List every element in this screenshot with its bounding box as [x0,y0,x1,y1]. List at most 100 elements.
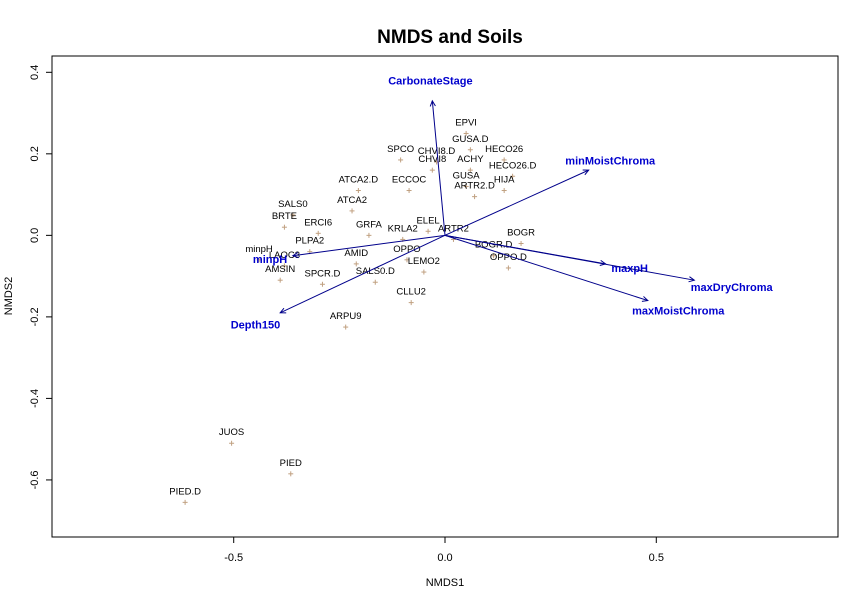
site-point [429,167,435,173]
vector-arrow [444,234,649,302]
vector-arrow [444,169,590,236]
site-point [281,224,287,230]
site-point [315,230,321,236]
site-point [510,173,516,179]
site-label: SPCR.D [304,268,340,279]
site-label: ATCA2 [337,195,367,206]
site-point [408,300,414,306]
vector-label: minpH [253,254,287,266]
site-point [472,194,478,200]
site-label: OPPO [393,244,420,255]
site-label: ERCI6 [304,217,332,228]
site-label: GUSA [453,170,481,181]
y-axis: -0.6 -0.4 -0.2 0.0 0.2 0.4 [29,65,52,489]
site-point [491,253,497,259]
site-label: LEMO2 [408,256,440,267]
site-point [288,471,294,477]
site-point [349,208,355,214]
x-axis-label: NMDS1 [426,577,465,589]
y-tick-label: -0.4 [29,389,41,408]
site-label: KRLA2 [388,223,418,234]
site-label: BOGR.D [475,240,513,251]
vector-arrow [444,234,696,283]
site-point [366,232,372,238]
vector-arrow [279,234,446,314]
site-points [182,130,524,505]
vector-label: CarbonateStage [388,76,472,88]
site-label: SPCO [387,144,414,155]
site-label: PIED.D [169,486,201,497]
site-point [319,281,325,287]
site-point [463,130,469,136]
site-point [290,212,296,218]
site-point [421,269,427,275]
site-point [501,157,507,163]
site-label: LAOC3 [269,250,300,261]
site-point [467,167,473,173]
site-label: HECO26.D [489,160,537,171]
site-label: ARTR2 [438,223,469,234]
vector-label: minMoistChroma [565,155,656,167]
site-point [406,188,412,194]
vector-label: maxpH [611,263,648,275]
site-label: minpH [245,244,273,255]
vector-arrow [291,234,446,259]
x-tick-label: 0.5 [649,552,664,564]
site-label: BRTE [272,211,297,222]
site-label: SALS0.D [356,266,395,277]
site-point [518,241,524,247]
site-label: EPVI [455,117,477,128]
site-point [425,228,431,234]
site-label: ARTR2.D [454,181,495,192]
site-point [182,499,188,505]
site-label: ATCA2.D [339,175,379,186]
vector-arrow [429,99,446,236]
site-point [277,277,283,283]
site-point [256,257,262,263]
site-label: ACHY [457,154,484,165]
site-label: GRFA [356,219,383,230]
site-point [467,147,473,153]
site-point [398,157,404,163]
site-point [281,263,287,269]
y-tick-label: 0.2 [29,146,41,161]
y-tick-label: 0.4 [29,65,41,80]
site-point [463,183,469,189]
env-vectors: CarbonateStage minMoistChroma maxpH maxDryC… [231,76,774,332]
site-label: HECO26 [485,144,523,155]
site-label: AMSIN [265,264,295,275]
site-label: ECCOC [392,175,426,186]
site-label: GUSA.D [452,134,489,145]
y-tick-label: 0.0 [29,228,41,243]
chart-title: NMDS and Soils [377,27,523,48]
x-tick-label: -0.5 [224,552,243,564]
site-point [372,279,378,285]
vector-label: Depth150 [231,319,281,331]
site-label: PIED [280,458,302,469]
site-point [505,265,511,271]
site-label: BOGR [507,228,535,239]
site-label: ELEL [416,215,439,226]
y-axis-label: NMDS2 [3,277,15,316]
vector-label: maxMoistChroma [632,305,725,317]
site-point [355,188,361,194]
site-label: PLPA2 [295,236,324,247]
site-label: SALS0 [278,199,308,210]
site-label: OPPO.D [490,252,527,263]
site-label: CLLU2 [396,287,426,298]
site-point [501,188,507,194]
plot-frame [51,55,839,538]
site-point [353,261,359,267]
y-tick-label: -0.6 [29,470,41,489]
y-tick-label: -0.2 [29,307,41,326]
vector-label: maxDryChroma [691,282,774,294]
x-axis: -0.5 0.0 0.5 [224,536,664,564]
site-label: HIJA [494,175,515,186]
site-label: JUOS [219,427,244,438]
site-label: ARPU9 [330,311,362,322]
site-point [343,324,349,330]
site-point [229,440,235,446]
site-label: CHVI8 [418,154,446,165]
